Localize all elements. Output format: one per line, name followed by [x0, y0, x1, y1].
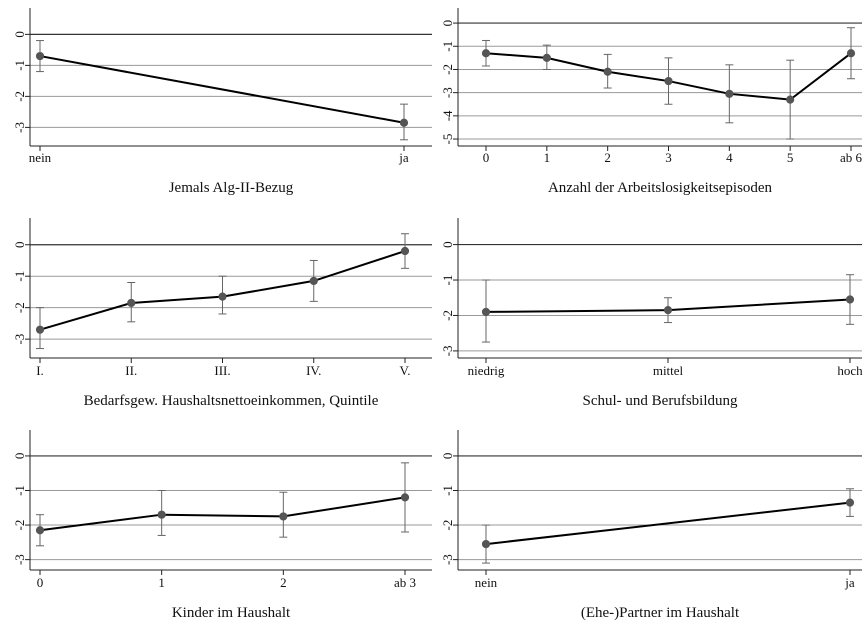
y-tick-label: 0	[440, 241, 455, 248]
panel-4: 0 -1 -2 -3 niedrig mittel hoch Schul- und Beruf…	[440, 218, 863, 409]
data-point	[542, 53, 551, 62]
series-line	[485, 501, 851, 546]
data-point	[157, 510, 166, 519]
x-tick-label: 3	[665, 150, 672, 165]
panel-2: 0 -1 -2 -3 -4 -5 0 1 2 3 4 5 ab 6 Anzahl der Arbeitsl…	[440, 8, 863, 196]
data-point	[481, 307, 491, 317]
x-tick-label: 4	[726, 150, 733, 165]
x-axis-label: Jemals Alg-II-Bezug	[169, 180, 294, 196]
x-tick-label: ja	[398, 150, 409, 165]
y-tick-label: -1	[440, 41, 455, 52]
data-point	[725, 89, 734, 98]
x-tick-label: ab 6	[840, 150, 863, 165]
data-point	[400, 246, 410, 256]
x-tick-label: nein	[29, 150, 52, 165]
y-tick-label: -3	[12, 334, 27, 345]
y-tick-label: -2	[12, 302, 27, 313]
data-point	[846, 49, 856, 58]
y-tick-label: -1	[12, 60, 27, 71]
panel-3: 0 -1 -2 -3 I. II. III. IV. V. Bedarfsgew. Haushal…	[12, 218, 432, 409]
panel-6: 0 -1 -2 -3 nein ja (Ehe-)Partner im Haushalt	[440, 430, 862, 621]
y-tick-label: -2	[440, 64, 455, 75]
data-point	[845, 295, 855, 304]
data-point	[400, 493, 410, 502]
x-axis-label: Kinder im Haushalt	[172, 605, 291, 621]
y-tick-label: 0	[440, 453, 455, 460]
x-tick-label: III.	[214, 363, 230, 378]
x-tick-label: 2	[604, 150, 611, 165]
data-point	[786, 95, 795, 104]
y-tick-label: -1	[440, 275, 455, 286]
y-tick-label: -3	[440, 554, 455, 565]
series-line	[39, 496, 406, 532]
y-tick-label: -3	[440, 345, 455, 356]
data-point	[481, 539, 491, 549]
x-tick-label: ab 3	[394, 575, 416, 590]
data-point	[663, 306, 673, 315]
x-tick-label: I.	[36, 363, 44, 378]
data-point	[35, 325, 45, 334]
x-axis-label: (Ehe-)Partner im Haushalt	[581, 605, 740, 621]
x-tick-label: 0	[37, 575, 44, 590]
x-tick-label: 5	[787, 150, 794, 165]
data-point	[845, 498, 855, 507]
x-axis-label: Schul- und Berufsbildung	[583, 393, 738, 409]
x-axis-label: Anzahl der Arbeitslosigkeitsepisoden	[548, 180, 773, 196]
x-tick-label: niedrig	[468, 363, 505, 378]
x-tick-label: ja	[844, 575, 855, 590]
data-point	[218, 292, 227, 301]
x-tick-label: 1	[544, 150, 551, 165]
x-tick-label: nein	[475, 575, 498, 590]
y-tick-label: -1	[12, 271, 27, 282]
y-tick-label: -2	[440, 310, 455, 321]
y-tick-label: -4	[440, 110, 455, 121]
data-point	[35, 51, 45, 61]
y-tick-label: -2	[12, 520, 27, 531]
y-tick-label: -3	[12, 554, 27, 565]
y-tick-label: -3	[440, 87, 455, 98]
data-point	[481, 49, 491, 58]
y-tick-label: -2	[12, 91, 27, 102]
panel-1: 0 -1 -2 -3 nein ja Jemals Alg-II-Bezug	[12, 8, 432, 196]
y-tick-label: -1	[440, 485, 455, 496]
y-tick-label: 0	[12, 453, 27, 460]
y-tick-label: -5	[440, 134, 455, 145]
y-tick-label: 0	[12, 31, 27, 38]
data-point	[279, 512, 288, 521]
x-tick-label: V.	[400, 363, 411, 378]
x-tick-label: 0	[483, 150, 490, 165]
data-point	[399, 118, 409, 127]
x-tick-label: hoch	[837, 363, 863, 378]
x-tick-label: mittel	[653, 363, 684, 378]
panel-5: 0 -1 -2 -3 0 1 2 ab 3 Kinder im Haushalt	[12, 430, 432, 621]
y-tick-label: 0	[440, 20, 455, 27]
x-tick-label: II.	[125, 363, 137, 378]
y-tick-label: -2	[440, 520, 455, 531]
data-point	[35, 526, 45, 535]
data-point	[309, 276, 318, 286]
y-tick-label: -1	[12, 485, 27, 496]
data-point	[127, 298, 136, 308]
x-tick-label: IV.	[306, 363, 321, 378]
data-point	[664, 76, 673, 86]
x-tick-label: 2	[280, 575, 287, 590]
x-tick-label: 1	[158, 575, 165, 590]
y-tick-label: -3	[12, 122, 27, 133]
x-axis-label: Bedarfsgew. Haushaltsnettoeinkommen, Qui…	[84, 393, 379, 409]
series-line	[39, 55, 405, 124]
y-tick-label: 0	[12, 241, 27, 248]
data-point	[603, 67, 612, 76]
